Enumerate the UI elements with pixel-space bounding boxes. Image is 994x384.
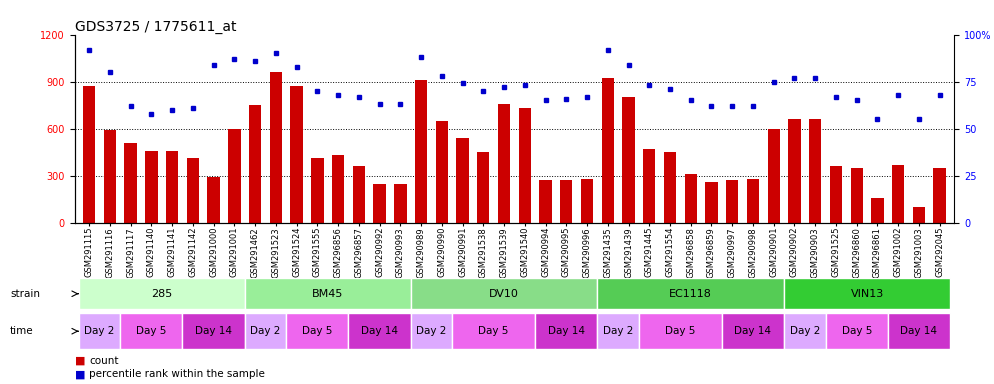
Text: Day 2: Day 2 (603, 326, 633, 336)
Bar (933, 168, 946, 223)
Bar (228, 129, 241, 223)
Bar (892, 165, 905, 223)
Bar (788, 119, 801, 223)
Bar (597, 278, 784, 309)
Bar (269, 72, 282, 223)
Bar (706, 182, 718, 223)
Bar (560, 180, 573, 223)
Bar (349, 313, 411, 349)
Text: 285: 285 (151, 289, 172, 299)
Bar (83, 86, 95, 223)
Bar (664, 152, 676, 223)
Bar (248, 105, 261, 223)
Text: Day 14: Day 14 (195, 326, 232, 336)
Bar (851, 168, 863, 223)
Bar (477, 152, 489, 223)
Text: percentile rank within the sample: percentile rank within the sample (89, 369, 265, 379)
Bar (245, 313, 286, 349)
Bar (208, 177, 220, 223)
Bar (722, 313, 784, 349)
Bar (767, 129, 780, 223)
Text: time: time (10, 326, 34, 336)
Bar (103, 130, 116, 223)
Text: ■: ■ (75, 356, 85, 366)
Text: ■: ■ (75, 369, 85, 379)
Bar (519, 108, 531, 223)
Bar (826, 313, 888, 349)
Text: Day 14: Day 14 (361, 326, 398, 336)
Text: DV10: DV10 (489, 289, 519, 299)
Bar (183, 313, 245, 349)
Bar (332, 155, 344, 223)
Bar (411, 278, 597, 309)
Bar (435, 121, 448, 223)
Bar (888, 313, 950, 349)
Bar (124, 143, 137, 223)
Text: Day 5: Day 5 (665, 326, 696, 336)
Text: Day 2: Day 2 (789, 326, 820, 336)
Bar (746, 179, 759, 223)
Bar (290, 86, 303, 223)
Bar (580, 179, 593, 223)
Bar (79, 278, 245, 309)
Bar (166, 151, 178, 223)
Bar (452, 313, 535, 349)
Text: Day 5: Day 5 (302, 326, 332, 336)
Text: BM45: BM45 (312, 289, 343, 299)
Bar (286, 313, 349, 349)
Bar (411, 313, 452, 349)
Text: Day 2: Day 2 (416, 326, 446, 336)
Bar (456, 138, 469, 223)
Bar (685, 174, 697, 223)
Bar (726, 180, 739, 223)
Bar (830, 166, 842, 223)
Text: Day 14: Day 14 (901, 326, 937, 336)
Bar (535, 313, 597, 349)
Text: Day 5: Day 5 (478, 326, 509, 336)
Bar (498, 104, 510, 223)
Text: Day 2: Day 2 (84, 326, 114, 336)
Bar (120, 313, 183, 349)
Text: Day 5: Day 5 (842, 326, 872, 336)
Bar (394, 184, 407, 223)
Bar (601, 78, 614, 223)
Text: Day 14: Day 14 (548, 326, 584, 336)
Bar (187, 159, 199, 223)
Bar (622, 97, 635, 223)
Text: Day 5: Day 5 (136, 326, 167, 336)
Text: strain: strain (10, 289, 40, 299)
Bar (353, 166, 365, 223)
Bar (643, 149, 655, 223)
Text: count: count (89, 356, 119, 366)
Bar (311, 159, 323, 223)
Text: GDS3725 / 1775611_at: GDS3725 / 1775611_at (75, 20, 236, 33)
Text: EC1118: EC1118 (669, 289, 712, 299)
Bar (414, 80, 427, 223)
Text: Day 14: Day 14 (735, 326, 771, 336)
Bar (145, 151, 157, 223)
Bar (784, 278, 950, 309)
Bar (374, 184, 386, 223)
Bar (639, 313, 722, 349)
Bar (912, 207, 925, 223)
Text: VIN13: VIN13 (851, 289, 884, 299)
Text: Day 2: Day 2 (250, 326, 280, 336)
Bar (597, 313, 639, 349)
Bar (809, 119, 821, 223)
Bar (872, 198, 884, 223)
Bar (784, 313, 826, 349)
Bar (79, 313, 120, 349)
Bar (245, 278, 411, 309)
Bar (540, 180, 552, 223)
